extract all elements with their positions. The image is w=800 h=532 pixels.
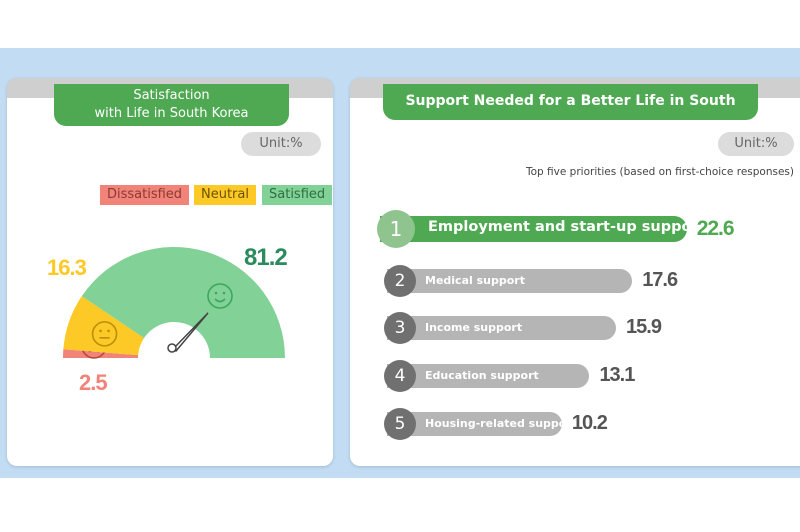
value-neutral: 16.3 xyxy=(47,255,87,280)
unit-badge: Unit:% xyxy=(241,132,321,156)
bar xyxy=(387,364,590,388)
legend-neutral: Neutral xyxy=(194,185,256,205)
satisfaction-title: Satisfaction with Life in South Korea xyxy=(54,84,289,126)
bar-value: 10.2 xyxy=(571,412,608,434)
gauge-needle xyxy=(167,312,209,353)
rank-badge: 2 xyxy=(384,265,416,297)
subtitle: Top five priorities (based on first-choi… xyxy=(526,166,794,178)
bar-label: Income support xyxy=(425,321,523,334)
bar-value: 22.6 xyxy=(696,217,735,240)
bar xyxy=(387,412,562,436)
rank-badge: 5 xyxy=(384,408,416,440)
bar-value: 13.1 xyxy=(599,364,635,386)
gauge-segment-neutral xyxy=(63,296,145,356)
bar-value: 15.9 xyxy=(626,316,662,338)
support-title: Support Needed for a Better Life in Sout… xyxy=(383,84,758,143)
neutral-face-icon xyxy=(91,321,118,347)
bar xyxy=(387,269,633,293)
gauge-segment-dissatisfied xyxy=(63,349,139,358)
title-line-1: Satisfaction xyxy=(133,88,210,103)
bar-value: 17.6 xyxy=(642,269,678,291)
legend-dissatisfied: Dissatisfied xyxy=(100,185,190,205)
title-line-2: with Life in South Korea xyxy=(94,106,249,121)
bar-label: Employment and start-up support xyxy=(428,219,706,235)
bar xyxy=(387,316,617,340)
bar-label: Education support xyxy=(425,369,539,382)
bar-label: Medical support xyxy=(425,274,525,287)
unit-badge: Unit:% xyxy=(718,132,794,156)
rank-badge: 4 xyxy=(384,360,416,392)
bar xyxy=(380,216,687,242)
bar-label: Housing-related support xyxy=(425,417,578,430)
gauge-chart xyxy=(63,247,285,359)
satisfaction-card: Satisfaction with Life in South Korea Un… xyxy=(7,78,333,466)
rank-badge: 3 xyxy=(384,312,416,344)
gauge-segment-satisfied xyxy=(81,247,285,358)
value-satisfied: 81.2 xyxy=(244,244,288,271)
support-card: Support Needed for a Better Life in Sout… xyxy=(350,78,800,466)
smile-face-icon xyxy=(207,283,233,309)
rank-badge: 1 xyxy=(377,210,415,248)
value-dissatisfied: 2.5 xyxy=(79,370,108,395)
legend-satisfied: Satisfied xyxy=(262,185,333,205)
